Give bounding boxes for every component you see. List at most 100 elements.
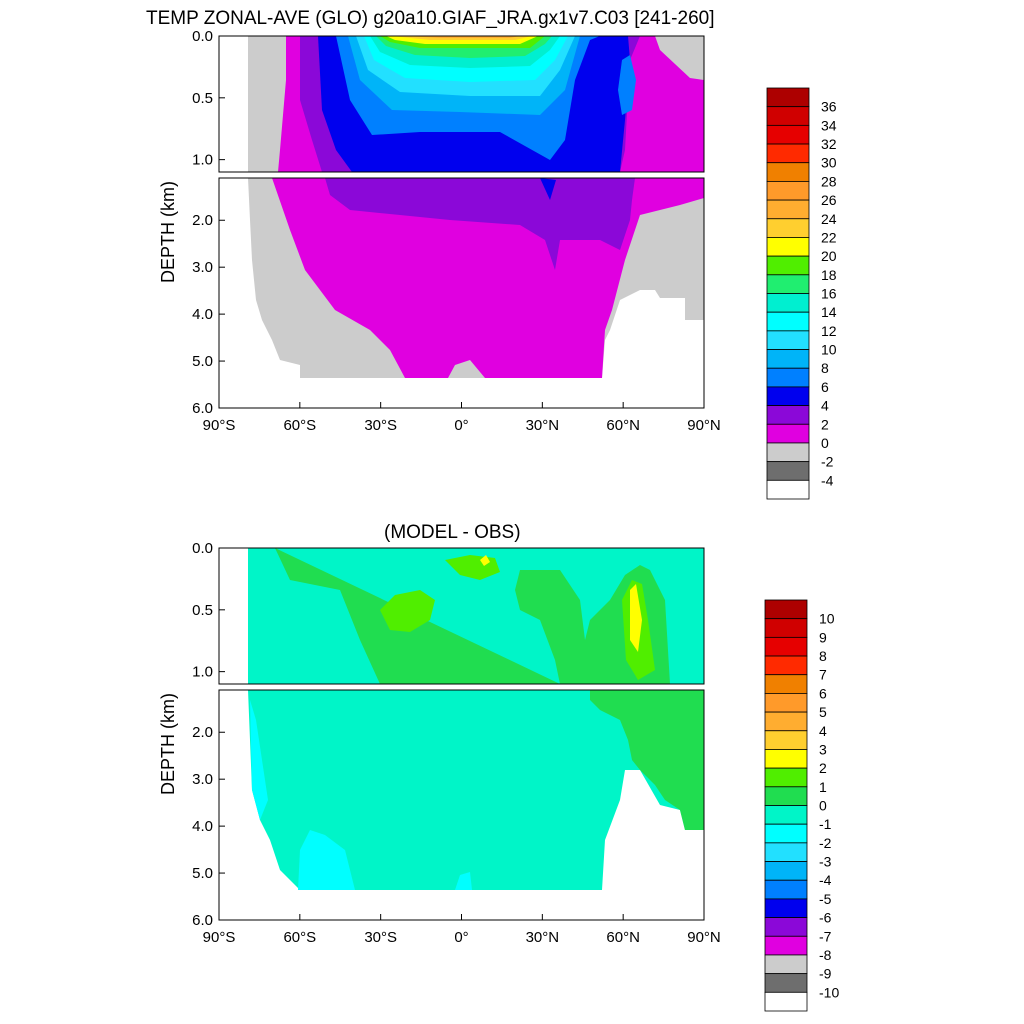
bottom-ytick-label: 0.5: [192, 602, 213, 619]
bottom-colorbar-swatch: [764, 674, 808, 694]
top-colorbar-label: 24: [821, 211, 837, 227]
bottom-colorbar-label: -9: [819, 966, 832, 982]
top-colorbar-swatch: [766, 461, 810, 481]
bottom-colorbar-swatch: [764, 786, 808, 806]
bot-lower-cyan-dark-b: [455, 872, 472, 890]
bottom-colorbar-swatch: [764, 917, 808, 937]
top-colorbar-swatch: [766, 386, 810, 406]
top-xtick-label: 90°N: [687, 417, 721, 434]
top-colorbar-label: 26: [821, 192, 837, 208]
bot-upper-green0: [275, 548, 670, 684]
bot-upper-yellow-a: [630, 584, 642, 652]
bottom-colorbar-swatch: [764, 879, 808, 900]
bottom-xtick-label: 0°: [454, 929, 468, 946]
bottom-colorbar-swatch: [764, 935, 808, 956]
top-colorbar-label: 0: [821, 435, 829, 451]
bottom-upper-frame: [218, 547, 705, 685]
top-colorbar-swatch: [766, 143, 810, 164]
bottom-colorbar-swatch: [764, 991, 808, 1012]
bot-lower-green: [590, 690, 704, 830]
bottom-colorbar-label: 2: [819, 760, 827, 776]
top-lower-blue: [540, 178, 556, 200]
top-ytick-label: 5.0: [192, 353, 213, 370]
bottom-ytick-label: 2.0: [192, 724, 213, 741]
bottom-xtick-label: 60°N: [606, 929, 640, 946]
bot-lower-cyan: [248, 690, 704, 890]
top-colorbar-swatch: [766, 423, 810, 444]
bottom-colorbar-label: 7: [819, 667, 827, 683]
bottom-colorbar-label: -1: [819, 816, 832, 832]
top-xtick-label: 60°N: [606, 417, 640, 434]
bottom-colorbar-swatch: [764, 749, 808, 769]
top-ytick-label: 6.0: [192, 400, 213, 417]
top-colorbar-label: 4: [821, 398, 829, 414]
top-colorbar-swatch: [766, 181, 810, 201]
top-xtick-label: 90°S: [203, 417, 236, 434]
top-upper-frame: [218, 35, 705, 173]
top-colorbar-label: 18: [821, 267, 837, 283]
bottom-ylabel: DEPTH (km): [158, 693, 178, 795]
top-colorbar-swatch: [766, 87, 810, 108]
bottom-colorbar-label: -8: [819, 947, 832, 963]
bottom-ytick-label: 0.0: [192, 540, 213, 557]
top-colorbar-swatch: [766, 255, 810, 276]
bottom-colorbar-swatch: [764, 842, 808, 862]
bottom-ytick-label: 6.0: [192, 912, 213, 929]
bottom-colorbar-label: 3: [819, 741, 827, 757]
bot-lower-cyan-dark-c: [250, 700, 268, 820]
top-colorbar-label: 20: [821, 248, 837, 264]
top-colorbar-swatch: [766, 349, 810, 369]
top-colorbar-label: 8: [821, 360, 829, 376]
top-ytick-label: 0.0: [192, 28, 213, 45]
top-colorbar-label: 2: [821, 416, 829, 432]
bottom-colorbar-swatch: [764, 954, 808, 975]
top-chart-title: TEMP ZONAL-AVE (GLO) g20a10.GIAF_JRA.gx1…: [146, 8, 715, 29]
bottom-colorbar-swatch: [764, 898, 808, 918]
bottom-colorbar-swatch: [764, 805, 808, 825]
top-xtick-label: 60°S: [283, 417, 316, 434]
bottom-chart-title: (MODEL - OBS): [384, 522, 521, 543]
top-ytick-label: 3.0: [192, 259, 213, 276]
bot-upper-green1-a: [380, 590, 435, 632]
top-colorbar-label: 30: [821, 155, 837, 171]
bottom-xtick-label: 30°N: [526, 929, 560, 946]
top-colorbar-swatch: [766, 218, 810, 238]
top-colorbar-label: -2: [821, 454, 834, 470]
bottom-colorbar-swatch: [764, 973, 808, 993]
top-colorbar-swatch: [766, 367, 810, 388]
bottom-colorbar-label: -2: [819, 835, 832, 851]
bottom-colorbar-label: 4: [819, 723, 827, 739]
top-colorbar-label: 22: [821, 229, 837, 245]
top-xtick-label: 30°N: [526, 417, 560, 434]
bottom-colorbar-swatch: [764, 711, 808, 732]
bottom-colorbar-label: 8: [819, 648, 827, 664]
bottom-colorbar-swatch: [764, 823, 808, 844]
top-ytick-label: 4.0: [192, 306, 213, 323]
top-lower-purple: [325, 178, 635, 270]
bottom-colorbar-swatch: [764, 693, 808, 713]
top-colorbar-swatch: [766, 405, 810, 425]
bottom-colorbar-swatch: [764, 636, 808, 657]
top-colorbar-label: 28: [821, 173, 837, 189]
top-colorbar-swatch: [766, 237, 810, 257]
bottom-colorbar-label: -5: [819, 891, 832, 907]
top-colorbar-label: 14: [821, 304, 837, 320]
top-ytick-label: 0.5: [192, 90, 213, 107]
bot-upper-yellow-b: [480, 555, 490, 566]
bottom-colorbar-swatch: [764, 730, 808, 750]
bottom-colorbar-swatch: [764, 655, 808, 676]
bottom-xtick-label: 60°S: [283, 929, 316, 946]
bottom-colorbar-label: 0: [819, 798, 827, 814]
bot-lower-white-bottom: [219, 890, 704, 920]
top-lower-white-bottom: [219, 378, 704, 408]
bottom-xtick-label: 90°N: [687, 929, 721, 946]
top-xtick-label: 30°S: [364, 417, 397, 434]
bottom-xtick-label: 90°S: [203, 929, 236, 946]
top-xtick-label: 0°: [454, 417, 468, 434]
bottom-colorbar-swatch: [764, 861, 808, 881]
top-colorbar-swatch: [766, 106, 810, 126]
top-ylabel: DEPTH (km): [158, 181, 178, 283]
bottom-colorbar-label: -3: [819, 854, 832, 870]
bottom-xtick-label: 30°S: [364, 929, 397, 946]
top-colorbar-label: 12: [821, 323, 837, 339]
